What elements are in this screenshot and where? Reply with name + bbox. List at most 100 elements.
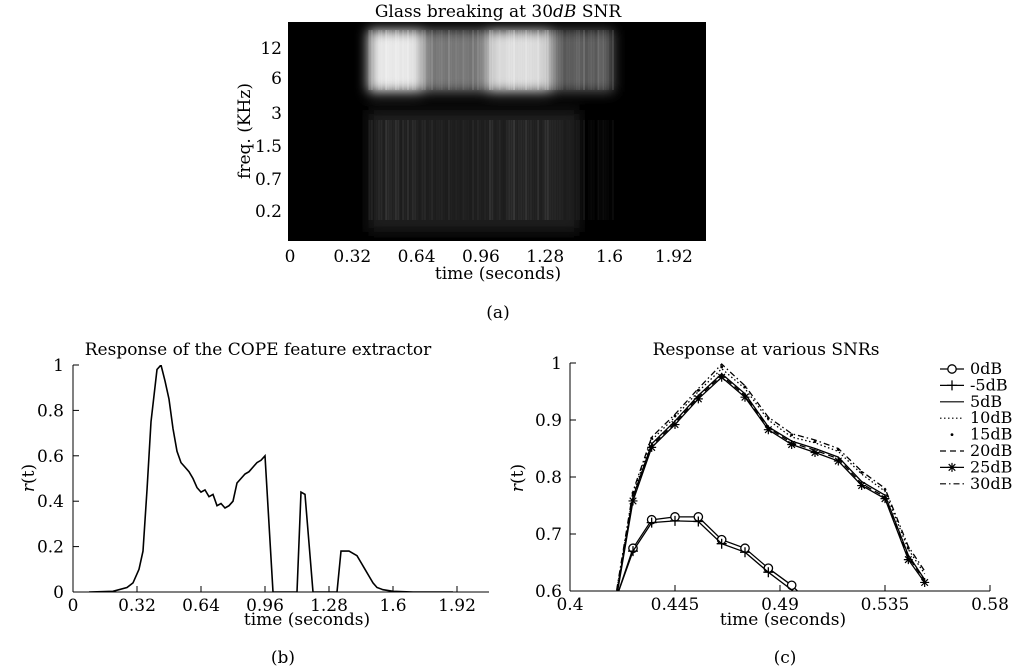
spectral-striation xyxy=(499,30,501,90)
spectral-striation xyxy=(477,30,479,90)
cope-xlabel: time (seconds) xyxy=(244,610,370,630)
spectral-striation xyxy=(380,30,382,90)
spectral-striation xyxy=(395,30,397,90)
spectral-striation xyxy=(554,30,556,90)
spectral-striation xyxy=(385,30,387,90)
spectral-striation xyxy=(409,120,411,220)
spectral-striation xyxy=(441,120,443,220)
spectral-striation xyxy=(450,120,452,220)
spectral-striation xyxy=(554,120,556,220)
spectral-striation xyxy=(588,120,590,220)
spectral-striation xyxy=(590,30,592,90)
spectral-striation xyxy=(576,120,578,220)
spectral-striation xyxy=(537,30,539,90)
cope-ytick: 0.8 xyxy=(37,401,64,421)
spectrogram-ytick: 6 xyxy=(271,69,282,89)
spectral-striation xyxy=(544,120,546,220)
spectral-striation xyxy=(549,30,551,90)
spectral-striation xyxy=(573,120,575,220)
spectral-striation xyxy=(376,120,378,220)
spectral-striation xyxy=(597,30,599,90)
spectral-striation xyxy=(385,120,387,220)
cope-xtick: 0.32 xyxy=(118,596,156,616)
spectral-striation xyxy=(419,120,421,220)
spectral-striation xyxy=(523,30,525,90)
spectral-striation xyxy=(585,30,587,90)
snr-xtick: 0.58 xyxy=(971,595,1009,615)
spectral-striation xyxy=(503,120,505,220)
spectral-striation xyxy=(373,30,375,90)
spectral-striation xyxy=(542,120,544,220)
spectral-striation xyxy=(597,120,599,220)
spectral-striation xyxy=(583,30,585,90)
cope-ytick: 0.6 xyxy=(37,447,64,467)
spectral-striation xyxy=(462,30,464,90)
series-marker-25db xyxy=(920,578,929,587)
spectral-striation xyxy=(612,30,614,90)
series-line-20db xyxy=(617,376,925,596)
series-marker-25db xyxy=(904,555,913,564)
spectral-striation xyxy=(496,30,498,90)
caption-a: (a) xyxy=(486,303,509,323)
spectral-striation xyxy=(581,30,583,90)
spectral-striation xyxy=(588,30,590,90)
spectral-striation xyxy=(535,120,537,220)
spectrogram-xtick: 0.64 xyxy=(398,247,436,267)
spectral-striation xyxy=(552,30,554,90)
spectral-striation xyxy=(523,120,525,220)
series-marker-15db xyxy=(790,433,793,436)
spectral-striation xyxy=(564,120,566,220)
spectral-striation xyxy=(487,30,489,90)
spectral-striation xyxy=(443,120,445,220)
spectral-striation xyxy=(511,30,513,90)
spectral-striation xyxy=(371,30,373,90)
spectral-striation xyxy=(479,30,481,90)
spectral-striation xyxy=(489,120,491,220)
spectral-striation xyxy=(513,120,515,220)
spectral-striation xyxy=(571,30,573,90)
spectral-striation xyxy=(414,30,416,90)
spectral-striation xyxy=(530,120,532,220)
spectral-striation xyxy=(518,120,520,220)
spectral-striation xyxy=(397,120,399,220)
caption-b: (b) xyxy=(271,648,295,668)
spectral-striation xyxy=(537,120,539,220)
spectrogram-xlabel: time (seconds) xyxy=(435,264,561,284)
spectral-striation xyxy=(515,30,517,90)
spectral-striation xyxy=(388,30,390,90)
spectral-striation xyxy=(419,30,421,90)
series-line-10db xyxy=(617,369,925,591)
spectral-striation xyxy=(520,30,522,90)
spectral-striation xyxy=(491,30,493,90)
series-0db xyxy=(617,513,804,597)
spectral-striation xyxy=(436,30,438,90)
spectral-striation xyxy=(431,30,433,90)
spectral-striation xyxy=(436,120,438,220)
spectrogram-ytick: 0.2 xyxy=(255,202,282,222)
snr-xtick: 0.535 xyxy=(861,595,910,615)
spectral-striation xyxy=(501,120,503,220)
spectrogram-title: Glass breaking at 30dB SNR xyxy=(375,2,623,22)
spectral-striation xyxy=(530,30,532,90)
spectral-striation xyxy=(431,120,433,220)
spectral-striation xyxy=(424,120,426,220)
spectral-striation xyxy=(412,30,414,90)
spectral-striation xyxy=(602,120,604,220)
spectral-striation xyxy=(547,120,549,220)
spectral-striation xyxy=(547,30,549,90)
spectral-striation xyxy=(414,120,416,220)
spectral-striation xyxy=(479,120,481,220)
spectral-striation xyxy=(421,30,423,90)
spectral-striation xyxy=(388,120,390,220)
spectrogram-ytick: 0.7 xyxy=(255,170,282,190)
series-marker-25db xyxy=(671,420,680,429)
spectral-striation xyxy=(390,30,392,90)
spectral-striation xyxy=(484,30,486,90)
series-marker-15db xyxy=(720,366,723,369)
series-20db xyxy=(617,376,925,596)
spectral-striation xyxy=(458,120,460,220)
spectral-striation xyxy=(465,30,467,90)
spectral-striation xyxy=(491,120,493,220)
legend-marker xyxy=(948,463,957,472)
spectral-striation xyxy=(460,120,462,220)
